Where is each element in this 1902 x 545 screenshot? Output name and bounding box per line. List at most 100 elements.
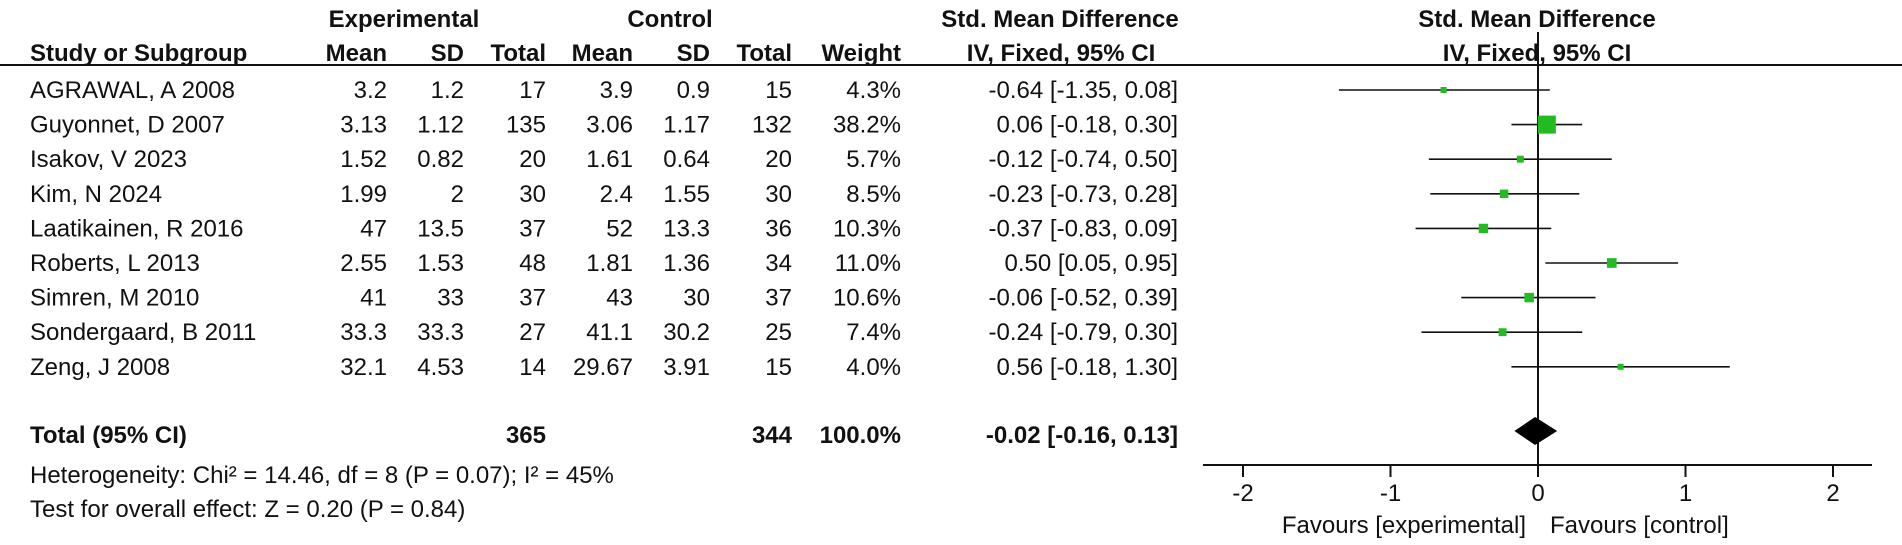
header-effect-title: Std. Mean Difference: [941, 6, 1178, 33]
header-study: Study or Subgroup: [30, 40, 247, 67]
header-experimental: Experimental: [329, 6, 480, 33]
cell-e-mean: 47: [360, 215, 387, 242]
cell-c-mean: 52: [606, 215, 633, 242]
table-row: Laatikainen, R 2016 47 13.5 37 52 13.3 36 10.3%…: [30, 215, 1178, 242]
cell-e-sd: 0.82: [417, 146, 464, 173]
cell-ci: -0.12 [-0.74, 0.50]: [989, 146, 1178, 173]
cell-weight: 4.3%: [846, 77, 901, 104]
heterogeneity-text: Heterogeneity: Chi² = 14.46, df = 8 (P =…: [30, 462, 614, 489]
cell-e-sd: 33.3: [417, 319, 464, 346]
cell-c-sd: 0.64: [663, 146, 710, 173]
study-marker-group: [1461, 292, 1596, 303]
cell-c-total: 15: [765, 354, 792, 381]
x-tick-label: 2: [1826, 480, 1839, 507]
cell-e-total: 48: [519, 250, 546, 277]
table-row: Guyonnet, D 2007 3.13 1.12 135 3.06 1.17 132 38…: [30, 112, 1178, 139]
table-row: Simren, M 2010 41 33 37 43 30 37 10.6% -0.06 [-0…: [30, 285, 1178, 312]
total-e-total: 365: [506, 422, 546, 449]
cell-e-sd: 1.53: [417, 250, 464, 277]
x-tick-label: 0: [1531, 480, 1544, 507]
cell-c-mean: 41.1: [586, 319, 633, 346]
study-name: AGRAWAL, A 2008: [30, 77, 235, 104]
x-tick-label: -1: [1380, 480, 1401, 507]
cell-c-sd: 3.91: [663, 354, 710, 381]
cell-c-mean: 3.06: [586, 112, 633, 139]
study-marker-group: [1338, 86, 1550, 94]
header-e-sd: SD: [431, 40, 464, 67]
cell-e-total: 20: [519, 146, 546, 173]
header-c-sd: SD: [677, 40, 710, 67]
study-rows: AGRAWAL, A 2008 3.2 1.2 17 3.9 0.9 15 4.3% -0.64…: [30, 77, 1178, 381]
header-control: Control: [627, 6, 712, 33]
cell-e-mean: 1.99: [340, 181, 387, 208]
header-plot-title: Std. Mean Difference: [1418, 6, 1655, 33]
cell-e-total: 37: [519, 285, 546, 312]
cell-c-sd: 1.36: [663, 250, 710, 277]
cell-e-total: 30: [519, 181, 546, 208]
study-name: Sondergaard, B 2011: [30, 319, 256, 346]
cell-c-sd: 30.2: [663, 319, 710, 346]
cell-e-sd: 2: [451, 181, 464, 208]
effect-marker: [1478, 223, 1489, 234]
cell-weight: 38.2%: [833, 112, 901, 139]
header-e-mean: Mean: [326, 40, 387, 67]
cell-ci: 0.56 [-0.18, 1.30]: [997, 354, 1178, 381]
cell-e-sd: 1.12: [417, 112, 464, 139]
table-row: Zeng, J 2008 32.1 4.53 14 29.67 3.91 15 4.0% 0.5…: [30, 354, 1178, 381]
cell-c-mean: 2.4: [600, 181, 633, 208]
header-c-mean: Mean: [572, 40, 633, 67]
study-marker-group: [1430, 189, 1580, 199]
cell-e-mean: 3.13: [340, 112, 387, 139]
cell-ci: -0.64 [-1.35, 0.08]: [989, 77, 1178, 104]
cell-e-sd: 4.53: [417, 354, 464, 381]
cell-e-mean: 2.55: [340, 250, 387, 277]
total-c-total: 344: [752, 422, 793, 449]
study-name: Guyonnet, D 2007: [30, 112, 225, 139]
cell-e-mean: 33.3: [340, 319, 387, 346]
table-row: Kim, N 2024 1.99 2 30 2.4 1.55 30 8.5% -0.23 [-0…: [30, 181, 1178, 208]
cell-weight: 11.0%: [835, 250, 901, 277]
cell-ci: 0.06 [-0.18, 0.30]: [997, 112, 1178, 139]
cell-e-total: 14: [519, 354, 546, 381]
cell-c-sd: 30: [683, 285, 710, 312]
cell-e-mean: 1.52: [340, 146, 387, 173]
total-row: Total (95% CI) 365 344 100.0% -0.02 [-0.…: [30, 422, 1178, 449]
header-effect-method: IV, Fixed, 95% CI: [967, 40, 1156, 67]
effect-marker: [1516, 155, 1524, 163]
cell-c-total: 20: [765, 146, 792, 173]
effect-marker: [1499, 189, 1509, 199]
study-marker-group: [1415, 223, 1552, 234]
cell-weight: 10.3%: [833, 215, 901, 242]
study-name: Simren, M 2010: [30, 285, 199, 312]
header-e-total: Total: [490, 40, 546, 67]
cell-e-sd: 1.2: [431, 77, 464, 104]
cell-weight: 10.6%: [833, 285, 901, 312]
overall-effect-text: Test for overall effect: Z = 0.20 (P = 0…: [30, 496, 465, 523]
cell-c-total: 36: [765, 215, 792, 242]
study-name: Roberts, L 2013: [30, 250, 200, 277]
study-name: Laatikainen, R 2016: [30, 215, 244, 242]
cell-weight: 4.0%: [846, 354, 901, 381]
study-marker-group: [1511, 363, 1730, 370]
summary-diamond: [1514, 417, 1558, 445]
x-tick-label: 1: [1679, 480, 1692, 507]
favours-right-label: Favours [control]: [1550, 512, 1729, 539]
study-name: Zeng, J 2008: [30, 354, 170, 381]
study-name: Isakov, V 2023: [30, 146, 187, 173]
cell-e-sd: 33: [437, 285, 464, 312]
effect-marker: [1537, 115, 1556, 134]
study-marker-group: [1511, 115, 1583, 134]
cell-c-total: 30: [765, 181, 792, 208]
effect-marker: [1617, 363, 1624, 370]
cell-ci: -0.37 [-0.83, 0.09]: [989, 215, 1178, 242]
cell-e-mean: 32.1: [340, 354, 387, 381]
cell-e-total: 27: [519, 319, 546, 346]
effect-marker: [1498, 328, 1507, 337]
cell-c-total: 132: [752, 112, 792, 139]
cell-e-mean: 41: [360, 285, 387, 312]
cell-weight: 7.4%: [846, 319, 901, 346]
cell-weight: 8.5%: [846, 181, 901, 208]
favours-left-label: Favours [experimental]: [1282, 512, 1526, 539]
cell-e-total: 135: [506, 112, 546, 139]
